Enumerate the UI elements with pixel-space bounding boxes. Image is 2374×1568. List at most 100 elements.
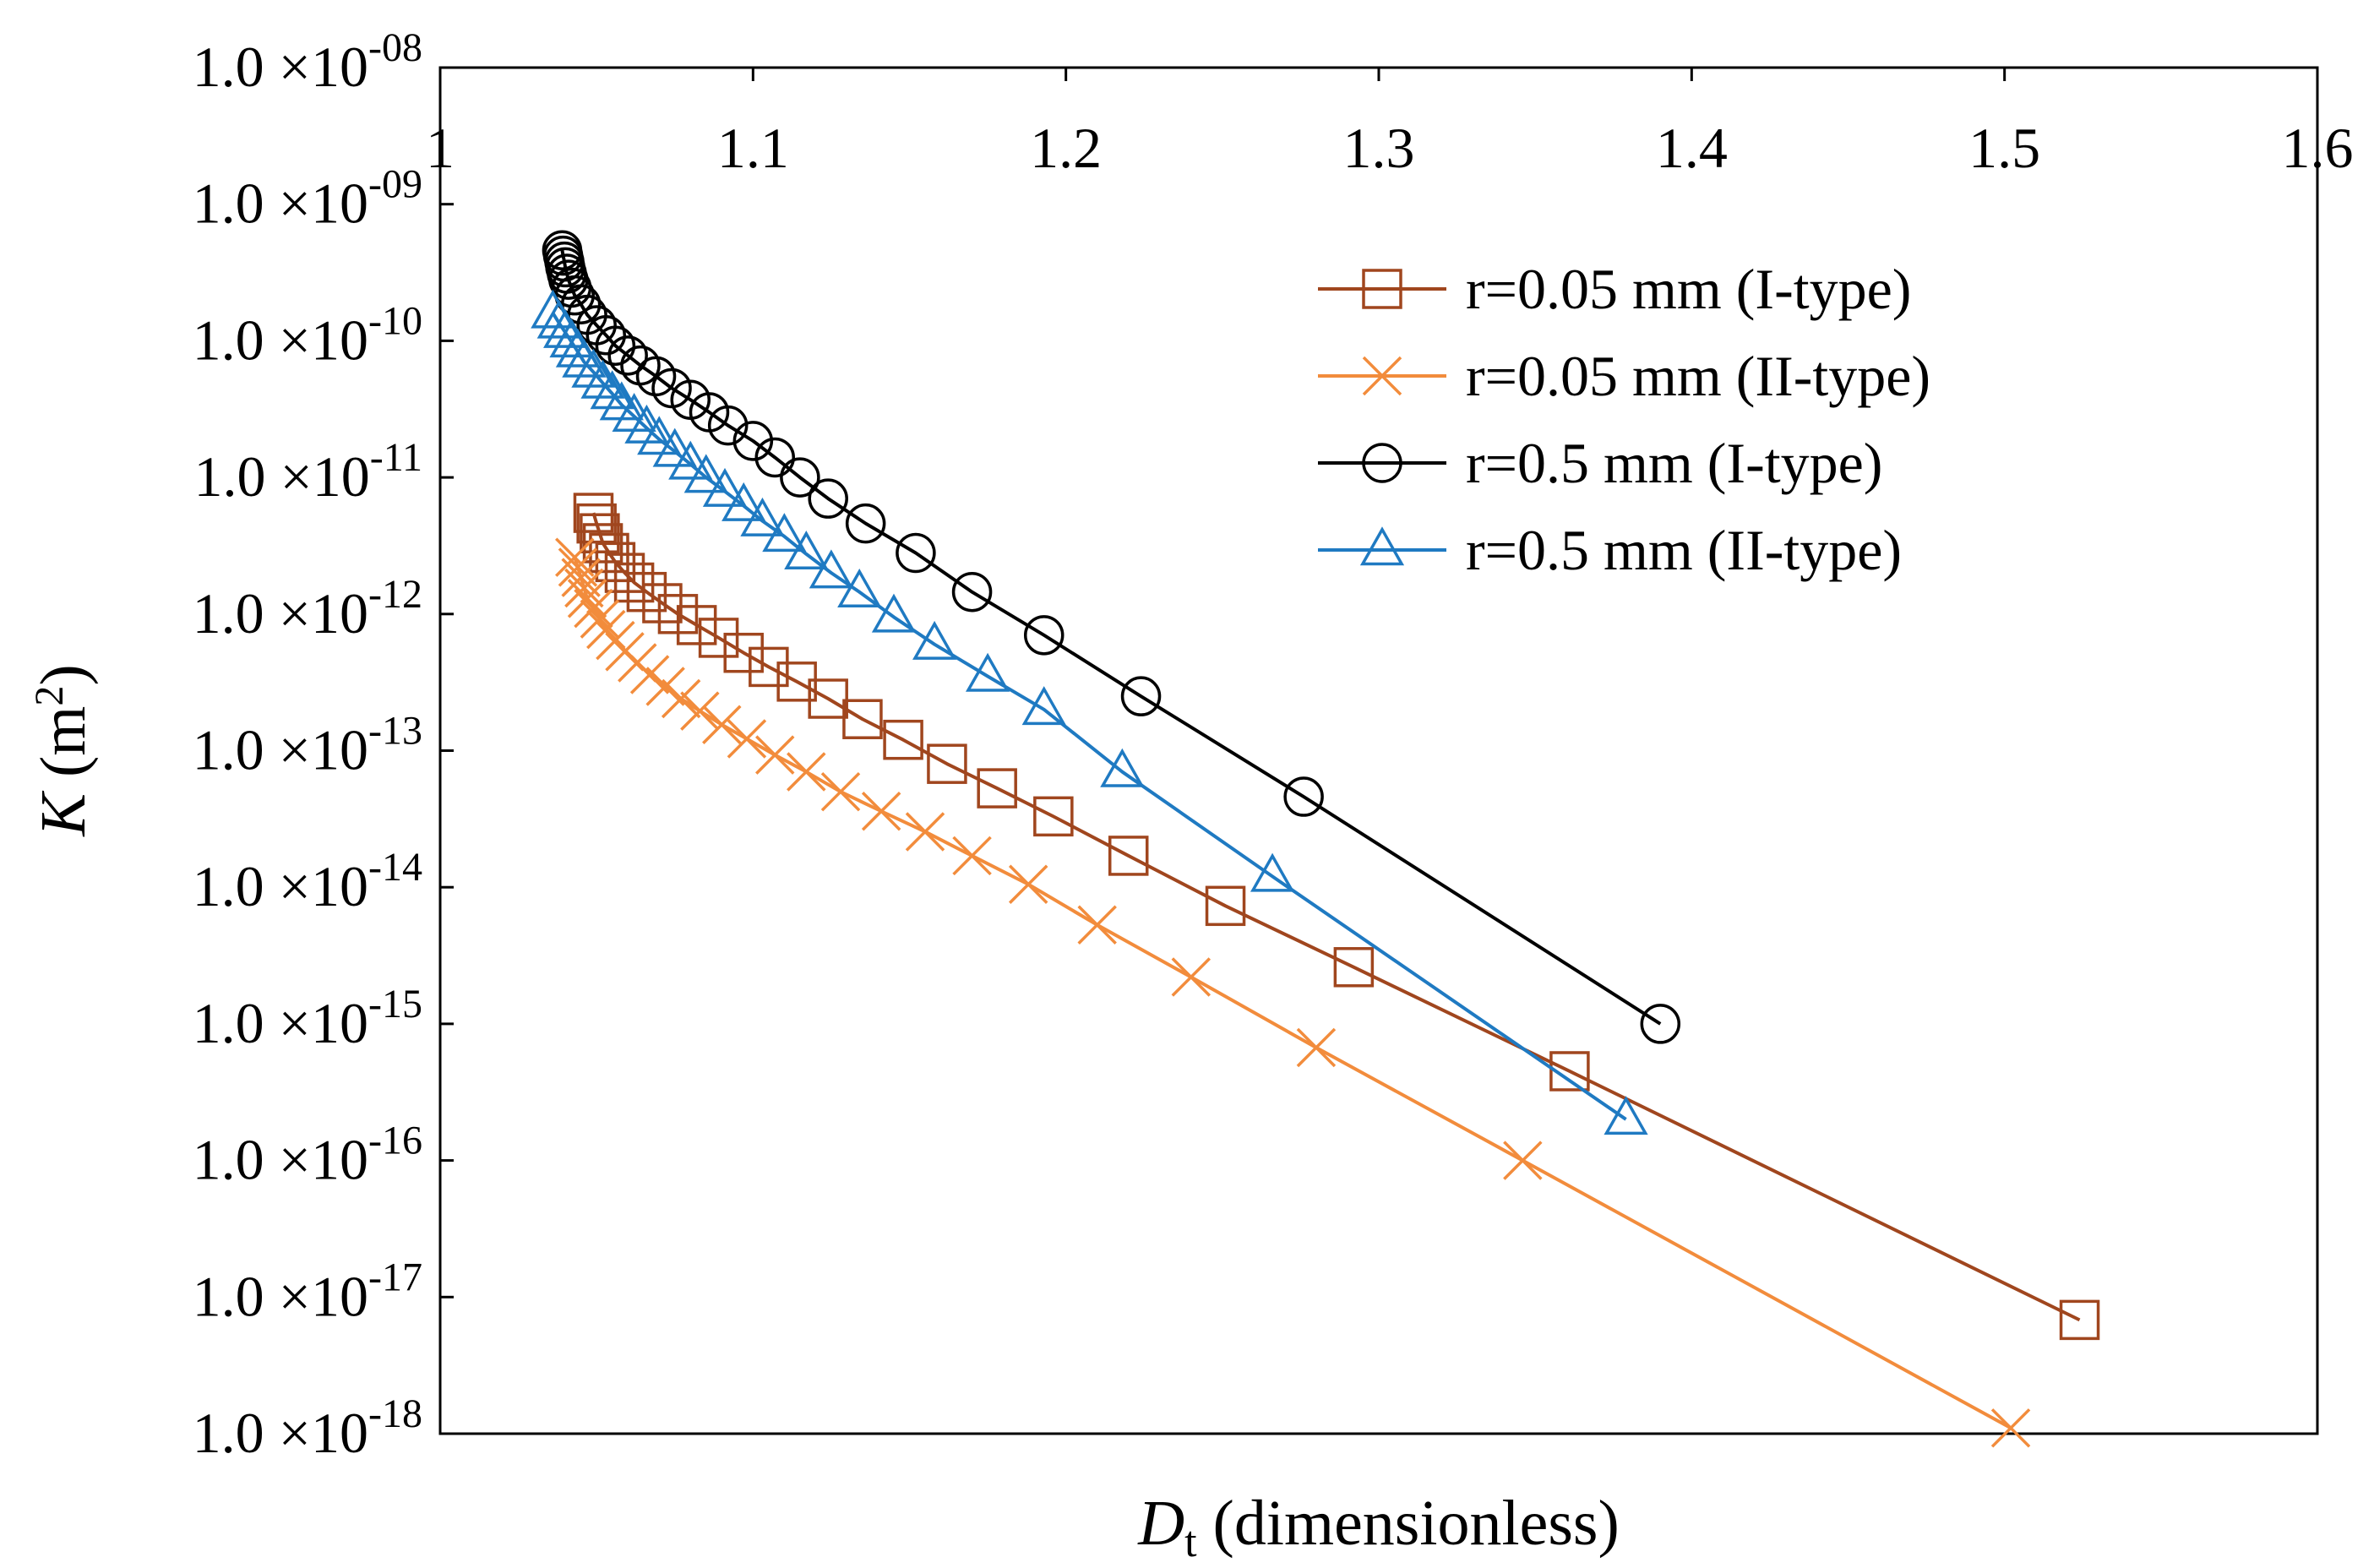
data-point <box>809 549 854 589</box>
legend-label: r=0.05 mm (II-type) <box>1466 344 1930 408</box>
data-point <box>2059 1299 2100 1341</box>
y-tick-label: 1.0 ×10-08 <box>193 25 422 99</box>
y-tick-label-exponent: -12 <box>368 572 422 617</box>
data-point <box>1283 776 1324 817</box>
data-point <box>727 719 767 759</box>
series-group <box>531 230 2100 1448</box>
data-point <box>661 678 701 719</box>
legend-label: r=0.5 mm (I-type) <box>1466 431 1882 495</box>
y-tick-label-mantissa: 1.0 ×10 <box>193 991 368 1055</box>
data-point <box>564 568 604 608</box>
data-point <box>561 558 601 597</box>
data-point <box>845 503 886 544</box>
data-point <box>1250 852 1295 892</box>
y-tick-label-mantissa: 1.0 ×10 <box>193 308 368 372</box>
data-point <box>1100 748 1145 787</box>
data-point <box>749 646 789 688</box>
x-tick-label: 1.2 <box>1030 116 1102 180</box>
data-point <box>842 699 883 739</box>
y-tick-label-mantissa: 1.0 ×10 <box>193 854 368 918</box>
data-point <box>754 437 796 478</box>
data-point <box>808 678 848 719</box>
data-point <box>702 705 742 744</box>
data-point <box>1296 1027 1337 1068</box>
data-point <box>787 752 826 792</box>
y-tick-label-mantissa: 1.0 ×10 <box>193 1128 368 1192</box>
data-point <box>567 579 607 618</box>
x-tick-label: 1.6 <box>2282 116 2354 180</box>
plot-area <box>438 66 2319 1435</box>
series-line <box>591 512 2081 1322</box>
data-point <box>1108 836 1149 876</box>
y-axis-title-main: K <box>28 791 99 837</box>
series-4 <box>531 289 1648 1135</box>
data-point <box>927 743 967 784</box>
data-point <box>698 618 739 658</box>
data-point <box>952 836 992 876</box>
data-point <box>740 497 785 536</box>
data-point <box>780 457 820 498</box>
y-tick-label: 1.0 ×10-13 <box>193 709 422 782</box>
y-tick-label: 1.0 ×10-15 <box>193 982 422 1055</box>
legend-label: r=0.05 mm (I-type) <box>1466 257 1911 321</box>
legend-item: r=0.05 mm (I-type) <box>1318 257 1911 321</box>
x-axis-title: Dt (dimensionless) <box>1137 1488 1620 1566</box>
y-axis-title-close: ) <box>28 664 99 685</box>
data-point <box>905 812 945 852</box>
legend-label: r=0.5 mm (II-type) <box>1466 518 1902 582</box>
data-point <box>1021 686 1066 726</box>
data-point <box>1023 615 1064 656</box>
data-point <box>637 416 682 455</box>
data-point <box>883 719 923 760</box>
y-tick-label-mantissa: 1.0 ×10 <box>193 444 369 509</box>
y-axis-title-rest: (m <box>28 706 99 793</box>
x-tick-label: 1 <box>426 116 455 180</box>
data-point <box>1990 1408 2031 1448</box>
data-point <box>965 652 1010 692</box>
data-point <box>558 547 598 587</box>
y-tick-label-mantissa: 1.0 ×10 <box>193 1401 368 1465</box>
y-tick-label: 1.0 ×10-09 <box>193 162 422 236</box>
x-axis-title-sub: t <box>1184 1518 1197 1566</box>
data-point <box>680 691 720 731</box>
legend-marker <box>1362 269 1402 309</box>
y-tick-label-exponent: -14 <box>368 845 422 890</box>
legend-marker <box>1362 443 1402 483</box>
data-point <box>683 454 728 493</box>
data-point <box>861 792 901 831</box>
data-point <box>732 421 774 461</box>
data-point <box>652 427 697 467</box>
y-tick-label: 1.0 ×10-10 <box>193 298 422 372</box>
x-tick-label: 1.3 <box>1343 116 1415 180</box>
data-point <box>562 338 607 378</box>
data-point <box>1604 1096 1648 1135</box>
data-point <box>580 599 620 639</box>
data-point <box>1033 796 1074 837</box>
data-point <box>1120 676 1162 716</box>
data-point <box>707 405 749 446</box>
data-point <box>574 588 613 629</box>
data-point <box>635 356 677 397</box>
y-tick-label: 1.0 ×10-14 <box>193 845 422 918</box>
x-tick-label: 1.1 <box>717 116 789 180</box>
data-point <box>784 531 829 570</box>
legend-item: r=0.05 mm (II-type) <box>1318 344 1930 408</box>
y-tick-label-exponent: -13 <box>368 709 422 754</box>
y-tick-label-exponent: -16 <box>368 1119 422 1163</box>
data-point <box>613 562 655 603</box>
y-tick-label-exponent: -11 <box>370 435 422 480</box>
y-tick-label: 1.0 ×10-11 <box>193 435 422 509</box>
y-tick-label-mantissa: 1.0 ×10 <box>193 1264 368 1328</box>
series-2 <box>555 537 2031 1448</box>
data-point <box>1077 905 1117 945</box>
data-point <box>723 632 764 673</box>
y-tick-label: 1.0 ×10-12 <box>193 572 422 645</box>
y-tick-label-exponent: -10 <box>368 298 422 343</box>
y-tick-label-mantissa: 1.0 ×10 <box>193 581 368 645</box>
y-tick-label-mantissa: 1.0 ×10 <box>193 718 368 782</box>
data-point <box>776 662 817 702</box>
data-point <box>580 359 625 399</box>
y-tick-label: 1.0 ×10-18 <box>193 1391 422 1465</box>
data-point <box>571 348 616 388</box>
legend-marker <box>1359 526 1405 566</box>
